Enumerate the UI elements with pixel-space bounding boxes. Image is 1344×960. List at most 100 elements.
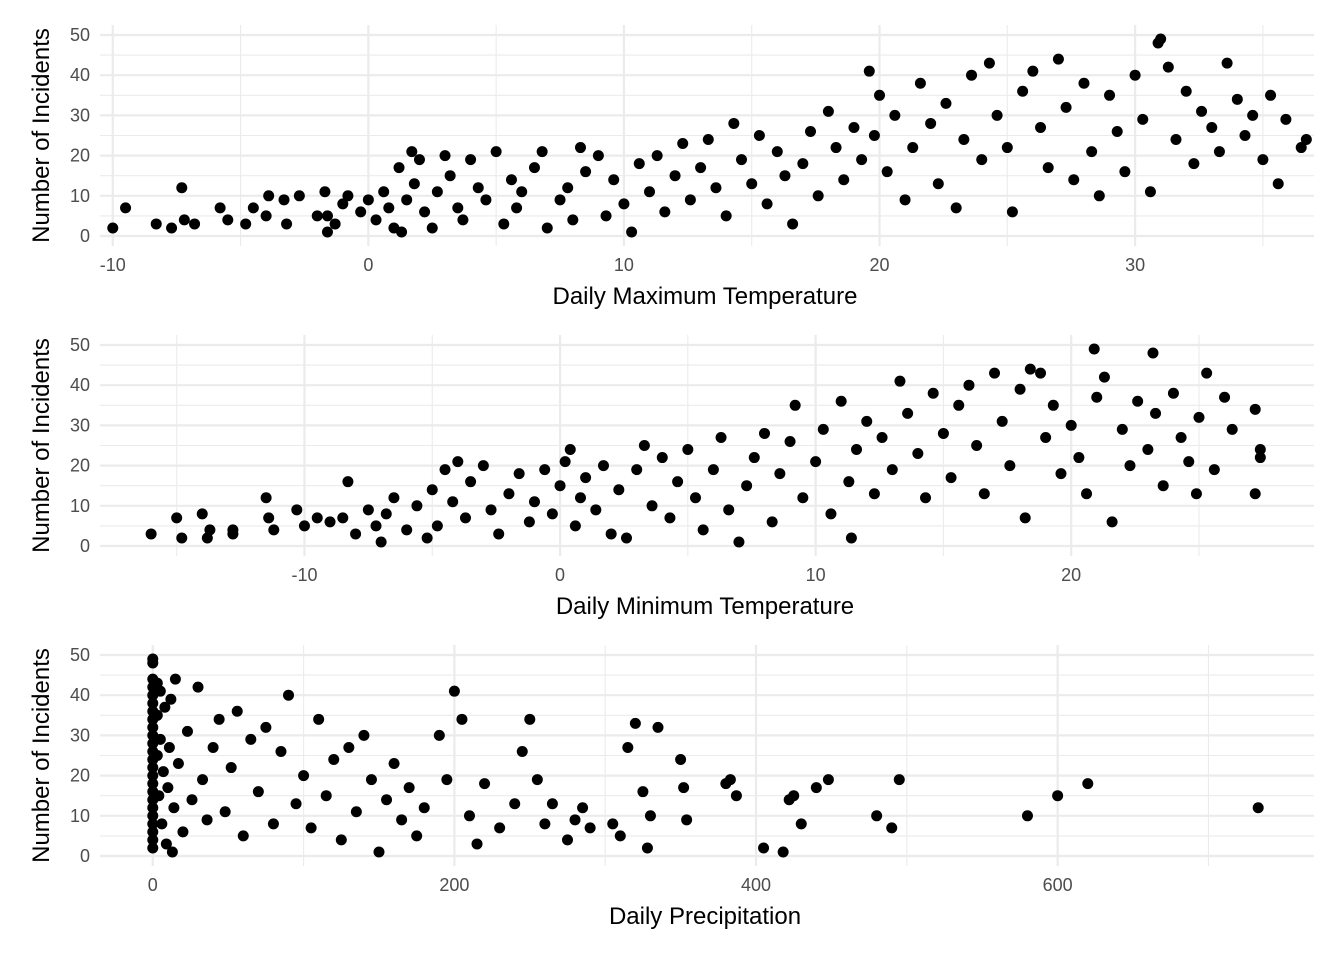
- data-point: [567, 214, 579, 226]
- data-point: [672, 476, 684, 488]
- data-point: [342, 476, 354, 488]
- data-point: [503, 488, 515, 500]
- data-point: [1004, 460, 1016, 472]
- data-point: [631, 464, 643, 476]
- data-point: [963, 379, 975, 391]
- data-point: [1098, 371, 1110, 383]
- data-point: [350, 528, 362, 540]
- data-point: [252, 786, 264, 798]
- data-point: [810, 456, 822, 468]
- data-point: [1157, 480, 1169, 492]
- y-tick-label: 20: [70, 456, 90, 476]
- data-point: [178, 214, 190, 226]
- data-point: [283, 689, 295, 701]
- data-point: [319, 186, 331, 198]
- data-point: [388, 758, 400, 770]
- data-point: [991, 109, 1003, 121]
- data-point: [168, 802, 180, 814]
- chart-panel-1: 0 10 20 30 40 50 -10 0 10 20 30 Daily Maximum Tempe…: [28, 25, 1314, 310]
- data-point: [777, 846, 789, 858]
- data-point: [421, 532, 433, 544]
- data-point: [562, 182, 574, 194]
- data-point: [622, 741, 634, 753]
- data-point: [465, 154, 477, 166]
- data-point: [1081, 488, 1093, 500]
- data-point: [278, 194, 290, 206]
- data-point: [789, 399, 801, 411]
- data-point: [396, 226, 408, 238]
- data-point: [154, 685, 166, 697]
- data-point: [343, 741, 355, 753]
- data-point: [268, 524, 280, 536]
- data-point: [1249, 403, 1261, 415]
- data-point: [406, 146, 418, 158]
- data-point: [1040, 431, 1052, 443]
- data-point: [452, 202, 464, 214]
- data-point: [953, 399, 965, 411]
- data-point: [1219, 391, 1231, 403]
- data-point: [681, 814, 693, 826]
- data-point: [321, 210, 333, 222]
- data-point: [381, 794, 393, 806]
- data-point: [707, 464, 719, 476]
- data-point: [536, 146, 548, 158]
- data-point: [554, 194, 566, 206]
- data-points: [145, 343, 1266, 548]
- data-point: [554, 480, 566, 492]
- data-point: [843, 476, 855, 488]
- data-point: [165, 693, 177, 705]
- data-point: [166, 222, 178, 234]
- data-point: [784, 435, 796, 447]
- data-point: [192, 681, 204, 693]
- data-point: [305, 822, 317, 834]
- data-point: [505, 174, 517, 186]
- data-point: [493, 528, 505, 540]
- data-point: [1188, 158, 1200, 170]
- data-point: [677, 138, 689, 150]
- data-point: [531, 774, 543, 786]
- data-point: [511, 202, 523, 214]
- data-point: [920, 492, 932, 504]
- data-point: [845, 532, 857, 544]
- data-point: [1208, 464, 1220, 476]
- data-point: [1106, 516, 1118, 528]
- x-axis-title: Daily Minimum Temperature: [556, 593, 854, 620]
- data-point: [983, 57, 995, 69]
- data-point: [638, 440, 650, 451]
- data-point: [620, 532, 632, 544]
- data-point: [516, 745, 528, 757]
- data-point: [564, 444, 576, 456]
- data-point: [362, 194, 374, 206]
- data-point: [914, 77, 926, 89]
- data-point: [1035, 121, 1047, 133]
- data-point: [320, 790, 332, 802]
- data-point: [607, 818, 619, 830]
- data-point: [715, 431, 727, 443]
- data-point: [539, 464, 551, 476]
- data-point: [1300, 134, 1312, 146]
- data-point: [1055, 468, 1067, 480]
- data-point: [159, 701, 171, 713]
- data-point: [1201, 367, 1213, 379]
- data-point: [643, 186, 655, 198]
- data-point: [574, 492, 586, 504]
- data-point: [1088, 343, 1100, 355]
- data-point: [795, 818, 807, 830]
- data-point: [614, 830, 626, 842]
- data-point: [907, 142, 919, 154]
- data-point: [539, 818, 551, 830]
- x-tick-label: 0: [148, 875, 158, 895]
- x-tick-label: -10: [100, 255, 126, 275]
- y-tick-label: 10: [70, 496, 90, 516]
- data-point: [145, 528, 157, 540]
- data-point: [753, 130, 765, 141]
- x-tick-label: 30: [1125, 255, 1145, 275]
- data-point: [899, 194, 911, 206]
- data-point: [1167, 387, 1179, 399]
- y-tick-label: 0: [80, 846, 90, 866]
- data-point: [940, 97, 952, 109]
- data-point: [590, 504, 602, 516]
- data-point: [281, 218, 293, 230]
- data-point: [426, 484, 438, 496]
- data-point: [724, 774, 736, 786]
